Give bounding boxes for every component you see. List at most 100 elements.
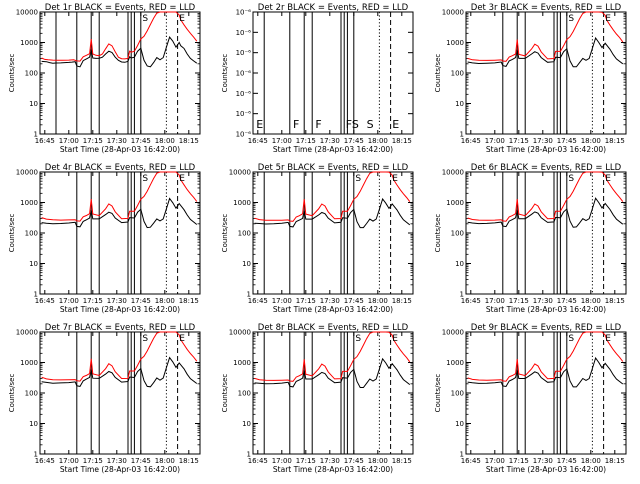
- y-tick-label: 10: [242, 420, 251, 428]
- x-tick-label: 17:15: [296, 457, 316, 465]
- flag-label: S: [568, 14, 574, 24]
- panel-title: Det 2r BLACK = Events, RED = LLD: [258, 3, 409, 13]
- y-tick-label: 10000: [16, 9, 38, 17]
- y-tick-label: 10⁻⁶: [236, 29, 252, 37]
- x-axis-label: Start Time (28-Apr-03 16:42:00): [273, 465, 393, 474]
- y-tick-label: 1: [247, 291, 251, 299]
- series-lld: [41, 11, 198, 62]
- y-tick-label: 10⁻⁶: [236, 49, 252, 57]
- x-tick-label: 17:45: [131, 297, 151, 305]
- y-tick-label: 1: [247, 451, 251, 459]
- x-tick-label: 17:45: [131, 137, 151, 145]
- x-tick-label: 17:30: [533, 457, 553, 465]
- y-tick-label: 1: [34, 131, 38, 139]
- panel-title: Det 8r BLACK = Events, RED = LLD: [258, 323, 409, 333]
- panel-title: Det 7r BLACK = Events, RED = LLD: [45, 323, 196, 333]
- x-tick-label: 17:45: [344, 457, 364, 465]
- y-axis-label: Counts/sec: [434, 214, 442, 253]
- y-tick-label: 10000: [442, 169, 464, 177]
- y-tick-label: 10⁻⁶: [236, 90, 252, 98]
- y-tick-label: 10: [29, 100, 38, 108]
- panel-title: Det 6r BLACK = Events, RED = LLD: [471, 163, 622, 173]
- flag-label: S: [355, 334, 361, 344]
- panel-title: Det 9r BLACK = Events, RED = LLD: [471, 323, 622, 333]
- x-tick-label: 16:45: [461, 297, 481, 305]
- series-lld: [254, 331, 411, 382]
- y-tick-label: 100: [451, 70, 464, 78]
- y-tick-label: 1000: [233, 199, 251, 207]
- plot-frame: [39, 331, 201, 455]
- series-lld: [254, 171, 411, 222]
- x-axis-label: Start Time (28-Apr-03 16:42:00): [60, 305, 180, 314]
- x-tick-label: 17:00: [59, 457, 79, 465]
- x-tick-label: 17:15: [296, 297, 316, 305]
- x-tick-label: 18:00: [155, 137, 175, 145]
- x-axis-label: Start Time (28-Apr-03 16:42:00): [273, 305, 393, 314]
- series-events: [467, 197, 624, 228]
- x-tick-label: 16:45: [248, 297, 268, 305]
- x-tick-label: 18:15: [392, 297, 412, 305]
- x-axis-label: Start Time (28-Apr-03 16:42:00): [486, 305, 606, 314]
- flag-label: S: [355, 174, 361, 184]
- plot-frame: [465, 11, 627, 135]
- y-tick-label: 10000: [442, 329, 464, 337]
- panel-title: Det 3r BLACK = Events, RED = LLD: [471, 3, 622, 13]
- series-events: [467, 36, 624, 68]
- x-tick-label: 18:15: [392, 137, 412, 145]
- plot-frame: [465, 331, 627, 455]
- x-tick-label: 17:00: [272, 297, 292, 305]
- y-axis-label: Counts/sec: [434, 54, 442, 93]
- x-tick-label: 18:00: [581, 457, 601, 465]
- x-tick-label: 17:30: [320, 297, 340, 305]
- flag-label: S: [142, 174, 148, 184]
- y-tick-label: 1000: [446, 359, 464, 367]
- x-tick-label: 18:15: [605, 457, 625, 465]
- y-tick-label: 10: [455, 100, 464, 108]
- y-tick-label: 10: [455, 260, 464, 268]
- y-tick-label: 10⁻⁶: [236, 70, 252, 78]
- series-events: [41, 197, 198, 229]
- x-tick-label: 17:30: [320, 457, 340, 465]
- x-axis-label: Start Time (28-Apr-03 16:42:00): [486, 145, 606, 154]
- x-tick-label: 17:15: [509, 137, 529, 145]
- flag-label: E: [256, 118, 263, 131]
- series-lld: [41, 171, 198, 222]
- series-events: [467, 356, 624, 388]
- x-tick-label: 18:00: [368, 297, 388, 305]
- y-tick-label: 1000: [446, 199, 464, 207]
- x-tick-label: 18:15: [605, 137, 625, 145]
- y-tick-label: 1: [34, 451, 38, 459]
- y-tick-label: 100: [451, 390, 464, 398]
- x-tick-label: 16:45: [248, 457, 268, 465]
- series-events: [41, 36, 198, 68]
- x-tick-label: 17:30: [107, 457, 127, 465]
- x-tick-label: 17:00: [272, 457, 292, 465]
- series-lld: [467, 331, 624, 382]
- y-axis-label: Counts/sec: [221, 54, 229, 93]
- y-axis-label: Counts/sec: [221, 214, 229, 253]
- y-tick-label: 10000: [16, 329, 38, 337]
- detector-panel-8: Det 8r BLACK = Events, RED = LLD 1 10 100 10…: [221, 323, 414, 474]
- x-tick-label: 17:15: [509, 297, 529, 305]
- detector-panel-9: Det 9r BLACK = Events, RED = LLD 1 10 100 10…: [434, 323, 627, 474]
- y-tick-label: 1000: [20, 359, 38, 367]
- x-tick-label: 17:45: [557, 137, 577, 145]
- x-tick-label: 17:30: [107, 137, 127, 145]
- y-tick-label: 10⁻⁶: [236, 9, 252, 17]
- panel-title: Det 5r BLACK = Events, RED = LLD: [258, 163, 409, 173]
- series-events: [254, 357, 411, 388]
- y-axis-label: Counts/sec: [221, 374, 229, 413]
- flag-label: E: [392, 118, 399, 131]
- flag-label: S: [142, 334, 148, 344]
- plot-frame: [252, 171, 414, 295]
- x-tick-label: 18:15: [392, 457, 412, 465]
- flag-label: E: [605, 174, 611, 184]
- y-tick-label: 10⁻⁶: [236, 110, 252, 118]
- x-tick-label: 17:30: [533, 297, 553, 305]
- x-tick-label: 16:45: [35, 137, 55, 145]
- y-tick-label: 10⁻⁶: [236, 131, 252, 139]
- x-axis-label: Start Time (28-Apr-03 16:42:00): [60, 145, 180, 154]
- y-tick-label: 10: [29, 260, 38, 268]
